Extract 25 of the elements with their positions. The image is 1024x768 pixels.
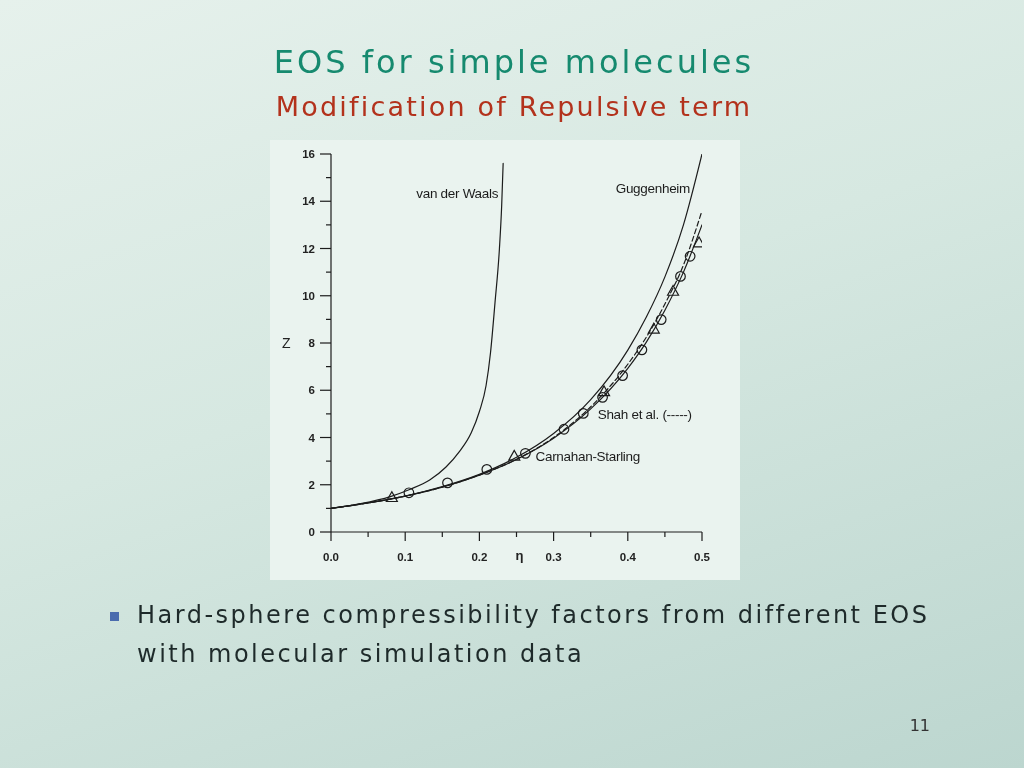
y-tick-label: 2 (308, 478, 315, 491)
series-label: Guggenheim (615, 180, 691, 196)
y-tick-label: 12 (302, 242, 315, 255)
y-tick-label: 10 (302, 289, 315, 302)
x-tick-label: 0.5 (694, 551, 711, 564)
y-tick-label: 8 (308, 337, 316, 350)
text: Hard-sphere compressibility factors from different EOS with molecular simulation data (137, 600, 931, 670)
x-tick-label: 0.4 (619, 551, 637, 564)
chart-title: EOS for simple molecules (272, 42, 756, 82)
series-label: Carnahan-Starling (535, 449, 640, 465)
text: 11 (908, 716, 930, 735)
x-tick-label: 0.2 (471, 551, 488, 564)
y-tick-label: 16 (302, 148, 315, 161)
x-axis-title: η (515, 547, 524, 563)
series-label: Shah et al. (-----) (597, 406, 692, 422)
x-tick-label: 0.3 (545, 551, 562, 564)
y-axis-title: Z (282, 335, 291, 352)
y-tick-label: 6 (308, 384, 315, 397)
series-label: van der Waals (416, 186, 499, 202)
x-tick-label: 0.1 (397, 551, 414, 564)
y-tick-label: 4 (308, 431, 316, 444)
chart-subtitle: Modification of Repulsive term (274, 90, 754, 124)
y-tick-label: 0 (308, 526, 315, 539)
y-tick-label: 14 (302, 195, 316, 208)
x-tick-label: 0.0 (323, 551, 339, 564)
